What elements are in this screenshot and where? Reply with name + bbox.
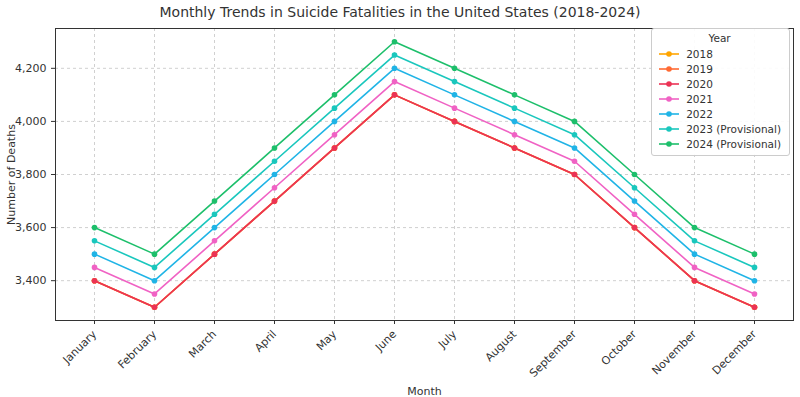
svg-text:November: November	[649, 327, 699, 377]
svg-text:June: June	[372, 328, 399, 355]
html-text:2024 (Provisional): 2024 (Provisional)	[686, 137, 781, 150]
svg-text:3,400: 3,400	[15, 274, 47, 287]
svg-text:Number of Deaths: Number of Deaths	[5, 124, 18, 225]
svg-text:Month: Month	[407, 385, 442, 397]
html-text:2022: 2022	[686, 107, 713, 120]
svg-text:May: May	[314, 327, 340, 353]
svg-text:August: August	[483, 327, 520, 364]
html-text:Monthly Trends in Suicide Fata: Monthly Trends in Suicide Fatalities in …	[159, 4, 641, 20]
html-text:2018: 2018	[686, 47, 713, 60]
svg-text:July: July	[435, 327, 459, 351]
svg-text:4,200: 4,200	[15, 62, 47, 75]
svg-text:December: December	[710, 327, 760, 377]
svg-text:April: April	[252, 328, 279, 355]
svg-text:October: October	[599, 327, 640, 368]
svg-text:4,000: 4,000	[15, 115, 47, 128]
html-text:2021: 2021	[686, 92, 713, 105]
svg-text:September: September	[527, 327, 580, 380]
html-text:2019: 2019	[686, 62, 713, 75]
html-text:2020: 2020	[686, 77, 713, 90]
svg-text:February: February	[115, 327, 159, 371]
svg-text:3,800: 3,800	[15, 168, 47, 181]
html-text:Year: Year	[708, 32, 731, 44]
svg-text:3,600: 3,600	[15, 221, 47, 234]
html-text:2023 (Provisional): 2023 (Provisional)	[686, 122, 781, 135]
svg-text:March: March	[186, 328, 219, 361]
svg-text:January: January	[60, 327, 100, 367]
